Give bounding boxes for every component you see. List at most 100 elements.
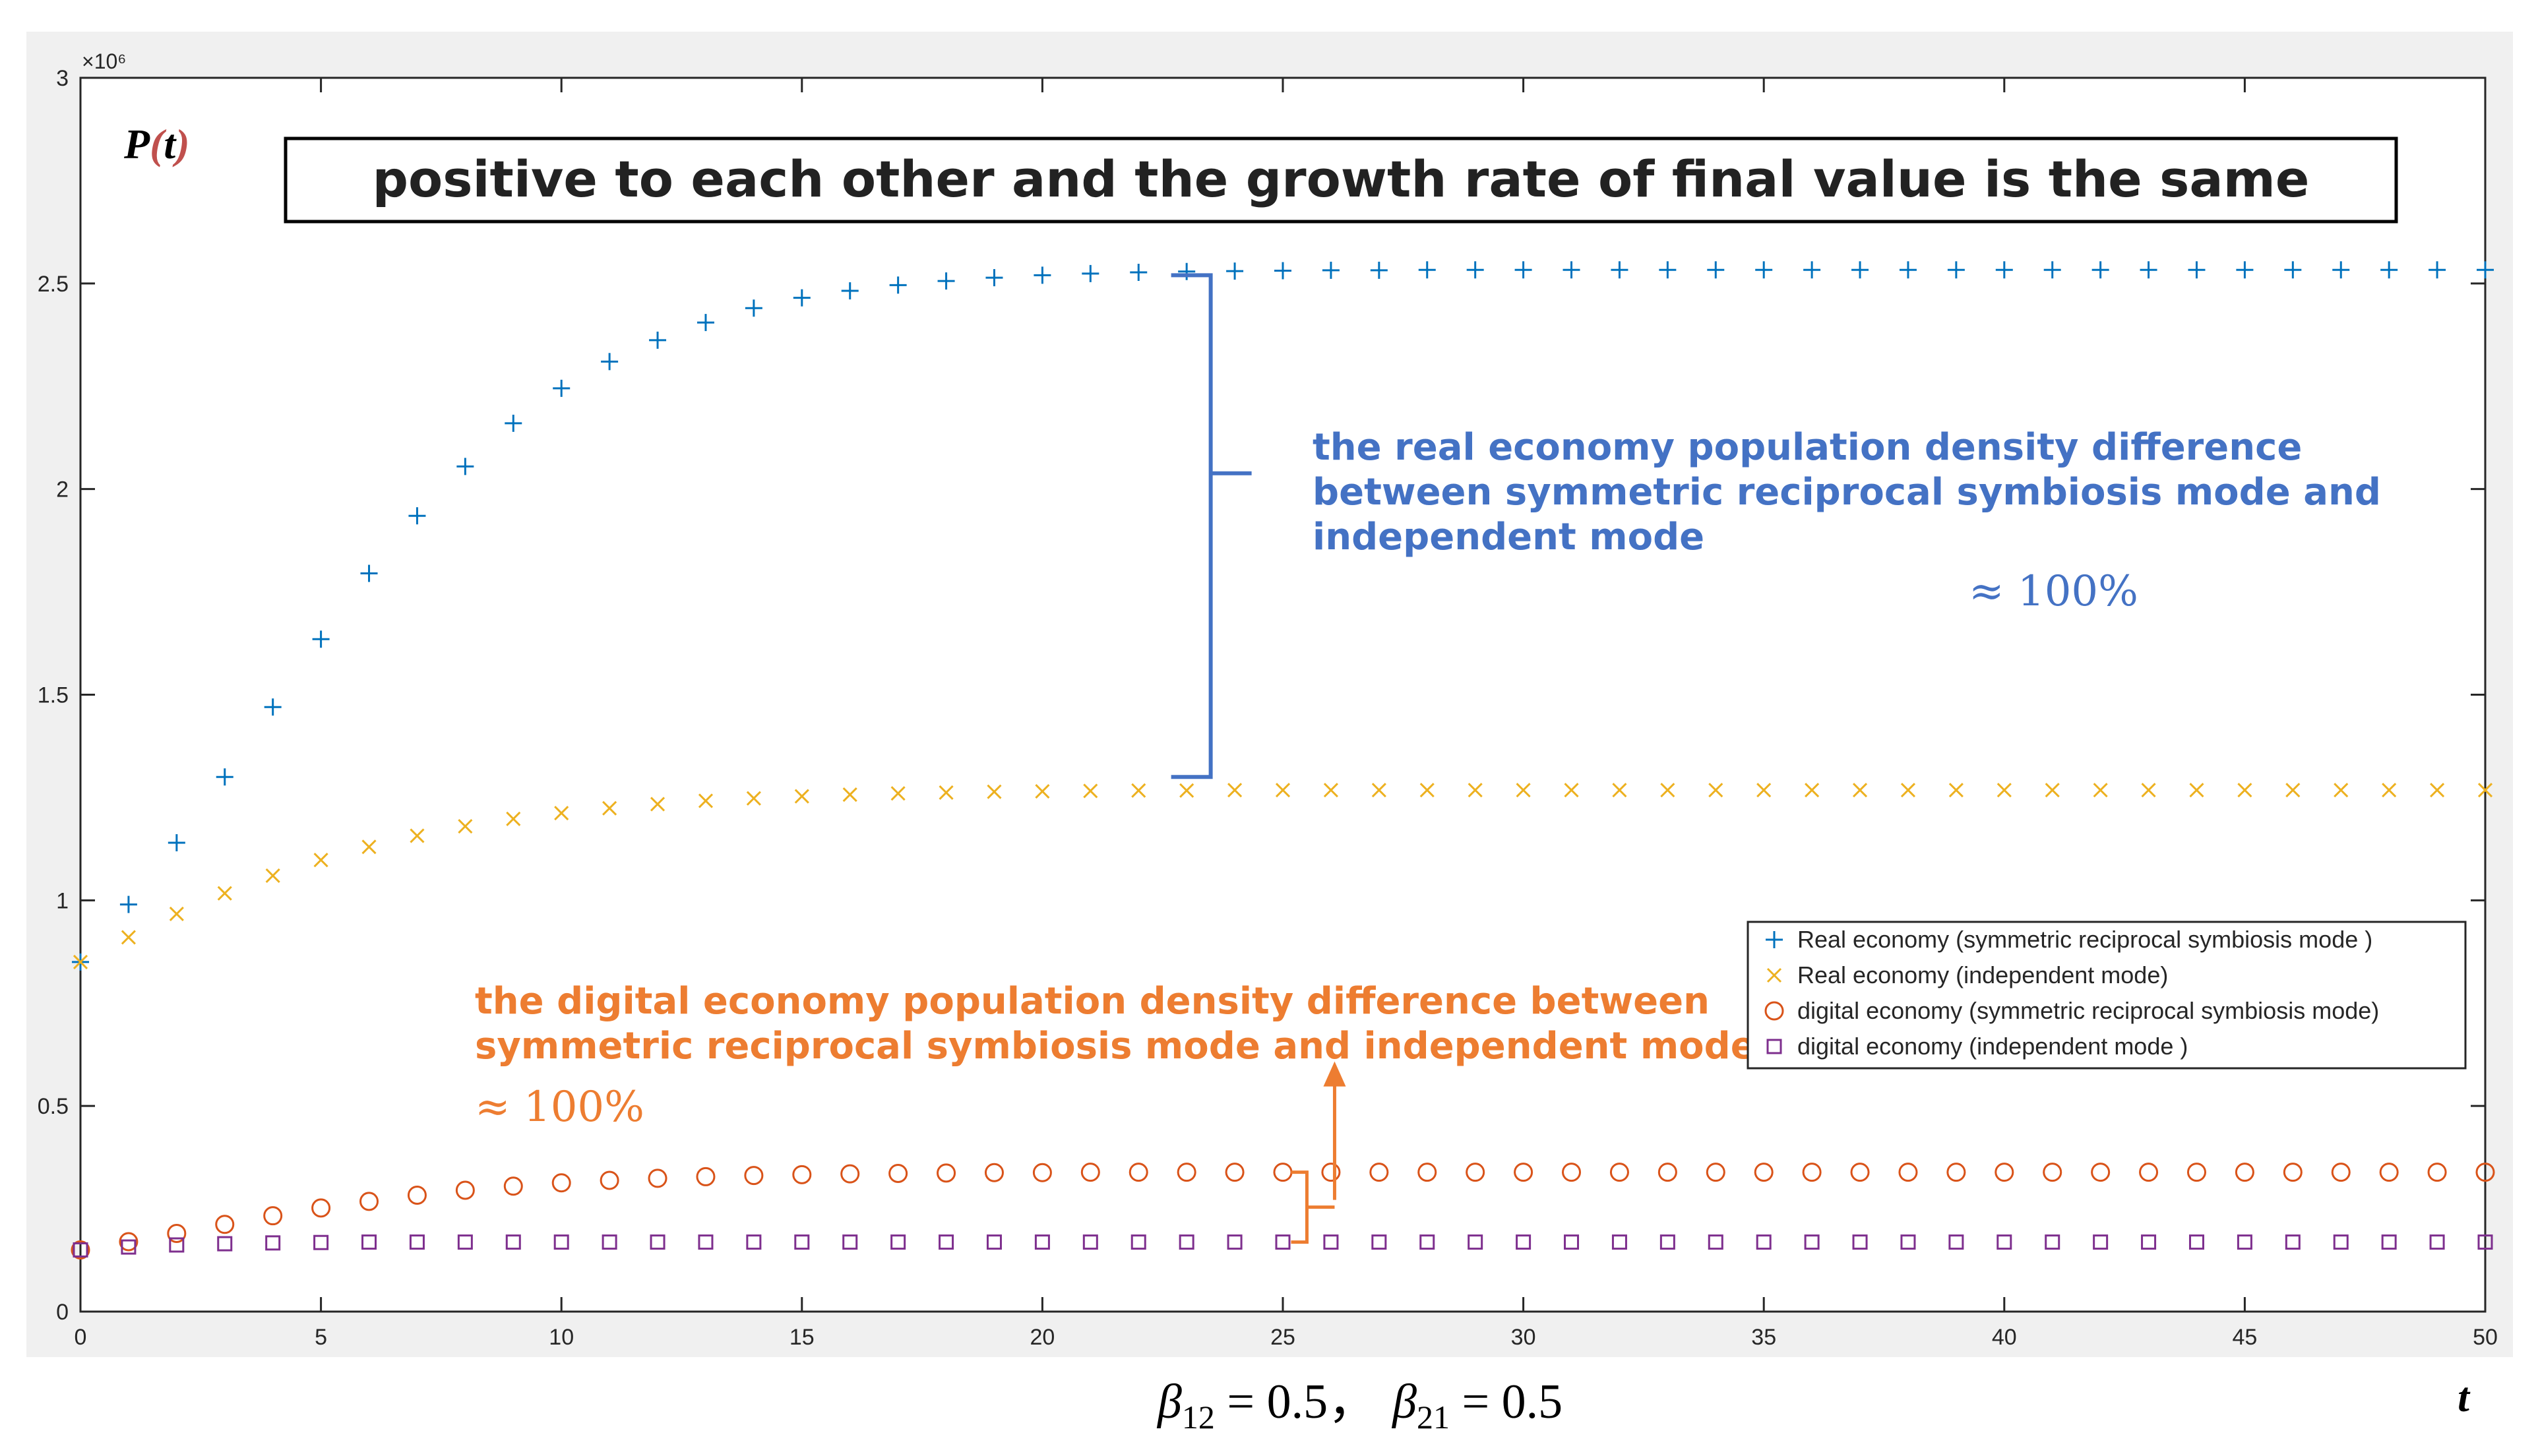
- beta12-value: = 0.5，: [1215, 1375, 1377, 1429]
- blue-annotation-line-3: independent mode: [1313, 516, 1704, 559]
- marker-digital-symbiosis: [2186, 1163, 2206, 1182]
- marker-digital-independent: [1419, 1234, 1435, 1250]
- y-tick-label: 0: [56, 1300, 69, 1325]
- marker-digital-symbiosis: [1177, 1163, 1196, 1182]
- marker-digital-independent: [939, 1234, 954, 1250]
- x-tick-label: 10: [549, 1325, 574, 1350]
- marker-real-symbiosis: [505, 414, 522, 432]
- legend-marker-real-symbiosis: [1766, 931, 1783, 948]
- marker-digital-symbiosis: [1754, 1163, 1774, 1182]
- beta12-symbol: β: [1156, 1375, 1182, 1429]
- x-axis-label: t: [2458, 1374, 2471, 1420]
- marker-real-symbiosis: [2380, 261, 2398, 279]
- marker-digital-symbiosis: [455, 1180, 475, 1200]
- marker-real-symbiosis: [360, 564, 378, 582]
- marker-real-independent: [2189, 783, 2204, 798]
- orange-annotation-line-2: symmetric reciprocal symbiosis mode and …: [475, 1025, 1756, 1068]
- marker-real-independent: [313, 853, 328, 868]
- marker-real-symbiosis: [1226, 262, 1244, 280]
- y-axis-label-t: t: [164, 121, 177, 167]
- marker-real-symbiosis: [1995, 261, 2013, 279]
- x-tick-label: 0: [75, 1325, 87, 1350]
- title-box: [284, 136, 2398, 224]
- marker-real-symbiosis: [1563, 261, 1580, 279]
- marker-digital-symbiosis: [1609, 1163, 1629, 1182]
- marker-real-independent: [458, 819, 473, 834]
- marker-real-independent: [361, 839, 377, 855]
- marker-real-independent: [1612, 783, 1627, 798]
- marker-digital-symbiosis: [2139, 1163, 2159, 1182]
- marker-digital-symbiosis: [2283, 1163, 2303, 1182]
- marker-real-independent: [2477, 783, 2493, 798]
- tick-labels: 0 5 10 15 20 25 30 35 40 45 50 0 0.5 1 1.5 2 2.5 3: [38, 66, 2498, 1350]
- marker-real-symbiosis: [216, 768, 233, 786]
- series-real-symbiosis: [72, 261, 2494, 971]
- legend-label-digital-symbiosis: digital economy (symmetric reciprocal sy…: [1797, 997, 2379, 1024]
- marker-real-symbiosis: [889, 276, 907, 294]
- x-tick-label: 15: [789, 1325, 815, 1350]
- marker-digital-independent: [457, 1234, 473, 1250]
- x-tick-label: 40: [1992, 1325, 2017, 1350]
- marker-real-independent: [698, 793, 714, 808]
- blue-annotation-approx: ≈ 100%: [1969, 567, 2138, 616]
- x-tick-label: 5: [315, 1325, 327, 1350]
- legend-label-real-symbiosis: Real economy (symmetric reciprocal symbi…: [1797, 926, 2372, 953]
- y-tick-label: 1.5: [38, 683, 69, 708]
- marker-digital-symbiosis: [984, 1163, 1004, 1182]
- marker-real-independent: [1564, 783, 1579, 798]
- marker-real-symbiosis: [985, 269, 1003, 287]
- marker-real-symbiosis: [1466, 261, 1484, 279]
- marker-digital-independent: [1516, 1234, 1532, 1250]
- marker-digital-independent: [2429, 1234, 2445, 1250]
- marker-digital-independent: [794, 1234, 810, 1250]
- marker-digital-independent: [2477, 1234, 2493, 1250]
- y-axis-label: P(t): [123, 121, 190, 167]
- marker-real-independent: [1131, 783, 1146, 798]
- beta12-subscript: 12: [1182, 1399, 1215, 1436]
- marker-digital-symbiosis: [1802, 1163, 1822, 1182]
- marker-real-independent: [2430, 783, 2445, 798]
- marker-real-symbiosis: [168, 834, 185, 852]
- marker-digital-symbiosis: [1562, 1163, 1582, 1182]
- marker-real-independent: [1179, 783, 1194, 798]
- x-tick-label: 50: [2473, 1325, 2498, 1350]
- blue-bracket: [1171, 273, 1213, 779]
- marker-real-symbiosis: [1755, 261, 1773, 279]
- marker-real-symbiosis: [601, 353, 619, 371]
- marker-real-independent: [1660, 783, 1675, 798]
- marker-real-independent: [1708, 783, 1723, 798]
- marker-real-independent: [939, 785, 954, 800]
- marker-digital-independent: [842, 1234, 858, 1250]
- marker-real-independent: [2093, 783, 2108, 798]
- marker-digital-independent: [361, 1234, 377, 1250]
- marker-real-independent: [1083, 783, 1098, 799]
- marker-digital-independent: [1275, 1234, 1291, 1250]
- x-tick-label: 45: [2232, 1325, 2257, 1350]
- marker-digital-independent: [2381, 1234, 2397, 1250]
- marker-real-symbiosis: [841, 282, 859, 300]
- orange-arrow-head: [1323, 1061, 1346, 1087]
- axis-ticks: [79, 76, 2487, 1313]
- marker-real-independent: [650, 797, 665, 812]
- marker-digital-independent: [1996, 1234, 2012, 1250]
- marker-digital-independent: [1034, 1234, 1050, 1250]
- marker-real-independent: [1756, 783, 1772, 798]
- marker-digital-independent: [2141, 1234, 2157, 1250]
- legend: Real economy (symmetric reciprocal symbi…: [1747, 921, 2467, 1070]
- marker-digital-independent: [2333, 1234, 2349, 1250]
- marker-digital-symbiosis: [2379, 1163, 2399, 1182]
- difference-brackets: [1171, 273, 1346, 1244]
- marker-real-symbiosis: [2429, 261, 2446, 279]
- marker-real-symbiosis: [1274, 262, 1291, 280]
- marker-digital-independent: [73, 1242, 88, 1258]
- marker-digital-independent: [1659, 1234, 1675, 1250]
- marker-digital-independent: [1130, 1234, 1146, 1250]
- marker-real-symbiosis: [1418, 261, 1436, 279]
- marker-digital-symbiosis: [2091, 1163, 2111, 1182]
- marker-digital-symbiosis: [1225, 1163, 1245, 1182]
- marker-real-independent: [1900, 783, 1916, 798]
- marker-real-independent: [410, 828, 425, 843]
- marker-real-independent: [2285, 783, 2301, 798]
- beta-parameters: β12 = 0.5， β21 = 0.5: [1156, 1375, 1563, 1436]
